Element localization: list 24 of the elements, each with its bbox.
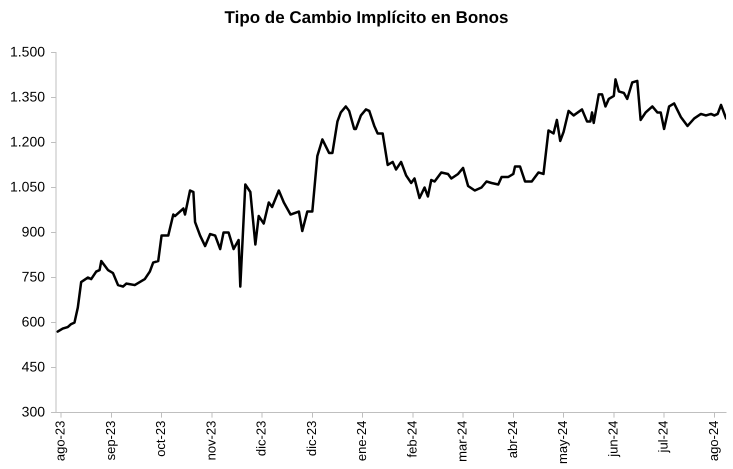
- y-tick-label: 450: [22, 358, 46, 374]
- x-tick-label: jul-24: [656, 420, 671, 454]
- y-tick-label: 1.350: [10, 88, 46, 104]
- x-tick-label: dic-23: [254, 420, 269, 456]
- y-tick-label: 900: [22, 223, 46, 240]
- x-tick-label: may-24: [555, 420, 570, 464]
- x-tick-label: dic-23: [304, 420, 319, 456]
- x-tick-label: abr-24: [504, 420, 520, 458]
- x-tick-label: ene-24: [354, 420, 370, 462]
- y-tick-label: 1.050: [10, 178, 46, 194]
- x-tick-label: feb-24: [404, 420, 420, 458]
- chart-title: Tipo de Cambio Implícito en Bonos: [224, 8, 508, 27]
- x-tick-label: nov-23: [203, 420, 218, 460]
- x-tick-label: jun-24: [605, 420, 620, 458]
- x-tick-label: oct-23: [153, 420, 168, 457]
- x-tick-label: ago-24: [706, 420, 721, 462]
- x-tick-label: sep-23: [102, 420, 118, 460]
- y-tick-label: 750: [22, 268, 46, 284]
- x-tick-label: ago-23: [52, 420, 68, 462]
- y-tick-label: 1.500: [10, 43, 46, 60]
- x-tick-label: mar-24: [454, 420, 470, 462]
- y-tick-label: 300: [22, 404, 46, 420]
- y-tick-label: 1.200: [10, 133, 46, 150]
- y-tick-label: 600: [22, 313, 46, 330]
